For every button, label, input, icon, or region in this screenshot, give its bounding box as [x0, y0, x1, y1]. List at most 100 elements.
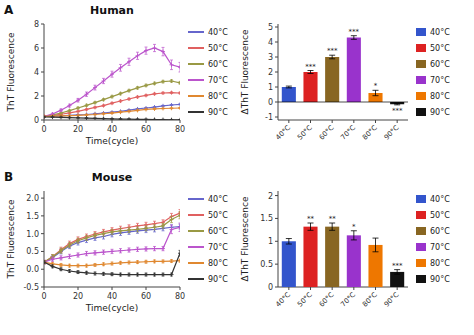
legend: 40°C50°C60°C70°C80°C90°C [188, 195, 228, 284]
x-tick-label: 50°C [296, 291, 314, 309]
plot-area [278, 36, 408, 105]
marker [127, 109, 131, 113]
error-bar [286, 86, 292, 88]
y-tick-label: 0 [268, 98, 273, 107]
error-bar [94, 85, 97, 90]
plot-area [44, 44, 180, 120]
line-panel: HumanA02468ThT Fluorescence020406080Time… [4, 3, 185, 146]
error-bar [170, 260, 173, 263]
y-axis-label: ThT Fluorescence [6, 32, 16, 112]
marker [161, 273, 165, 277]
error-bar [136, 87, 139, 89]
y-tick [41, 48, 44, 49]
marker [144, 107, 148, 111]
marker [127, 248, 131, 252]
marker [119, 273, 123, 277]
error-bar [111, 249, 114, 253]
marker [85, 252, 89, 256]
legend-label: 50°C [208, 44, 228, 53]
error-bar [44, 261, 46, 264]
legend-swatch [416, 195, 426, 203]
marker [102, 117, 106, 120]
legend-swatch [188, 111, 204, 113]
legend-label: 60°C [430, 60, 450, 69]
marker [68, 116, 72, 120]
x-tick-label: 90°C [383, 124, 401, 142]
bar [303, 72, 317, 102]
y-tick-label: 5 [268, 23, 273, 32]
marker [119, 92, 123, 96]
marker [170, 118, 174, 120]
marker [110, 95, 114, 99]
error-bar [44, 260, 46, 264]
marker [119, 249, 123, 253]
marker [85, 271, 89, 275]
error-bar [329, 223, 335, 230]
legend-swatch [188, 95, 204, 97]
marker [110, 101, 114, 105]
error-bar [68, 104, 71, 107]
marker [110, 111, 114, 115]
legend-swatch [188, 31, 204, 33]
y-tick [275, 72, 278, 73]
series [44, 79, 180, 118]
series [44, 44, 180, 118]
error-bar [145, 47, 148, 54]
marker [161, 259, 165, 263]
marker [59, 263, 63, 267]
legend-swatch [416, 92, 426, 100]
y-tick-label: 4 [34, 68, 39, 77]
error-bar [170, 225, 173, 234]
error-bar [60, 268, 63, 271]
error-bar [77, 253, 80, 257]
x-tick-label: 60°C [318, 291, 336, 309]
error-bar [153, 273, 156, 276]
legend-label: 40°C [430, 28, 450, 37]
marker [68, 109, 72, 113]
error-bar [394, 104, 400, 105]
marker [153, 81, 157, 85]
marker [153, 107, 157, 111]
marker [119, 117, 123, 120]
x-tick-label: 80°C [361, 291, 379, 309]
legend-swatch [188, 230, 204, 232]
significance-label: *** [349, 28, 360, 36]
bar [282, 241, 296, 287]
significance-label: *** [327, 47, 338, 55]
y-axis-label: ΔThT Fluorescence [240, 29, 250, 114]
marker [51, 114, 55, 118]
legend-swatch [188, 278, 204, 280]
series [44, 115, 180, 120]
error-bar [85, 271, 88, 274]
marker [161, 91, 165, 95]
series [44, 259, 180, 268]
x-tick-label: 90°C [383, 291, 401, 309]
marker [119, 261, 123, 265]
error-bar [85, 104, 88, 106]
error-bar [102, 99, 105, 101]
error-bar [85, 235, 88, 240]
error-bar [111, 262, 114, 265]
significance-label: ** [307, 215, 315, 223]
marker [68, 104, 72, 108]
marker [136, 227, 140, 231]
x-tick [78, 287, 79, 290]
x-tick-label: 80 [175, 125, 185, 134]
y-tick-label: 1.0 [26, 230, 39, 239]
series [44, 91, 180, 119]
y-tick [275, 57, 278, 58]
error-bar [128, 228, 131, 233]
x-tick [180, 287, 181, 290]
error-bar [111, 229, 114, 234]
legend-swatch [416, 60, 426, 68]
legend-swatch [416, 211, 426, 219]
legend-label: 80°C [430, 259, 450, 268]
significance-label: ** [329, 215, 337, 223]
legend-label: 40°C [208, 28, 228, 37]
legend-label: 80°C [208, 259, 228, 268]
marker [59, 256, 63, 260]
error-bar [162, 223, 165, 228]
marker [44, 115, 46, 119]
error-bar [286, 239, 292, 244]
plot-area [44, 209, 180, 276]
